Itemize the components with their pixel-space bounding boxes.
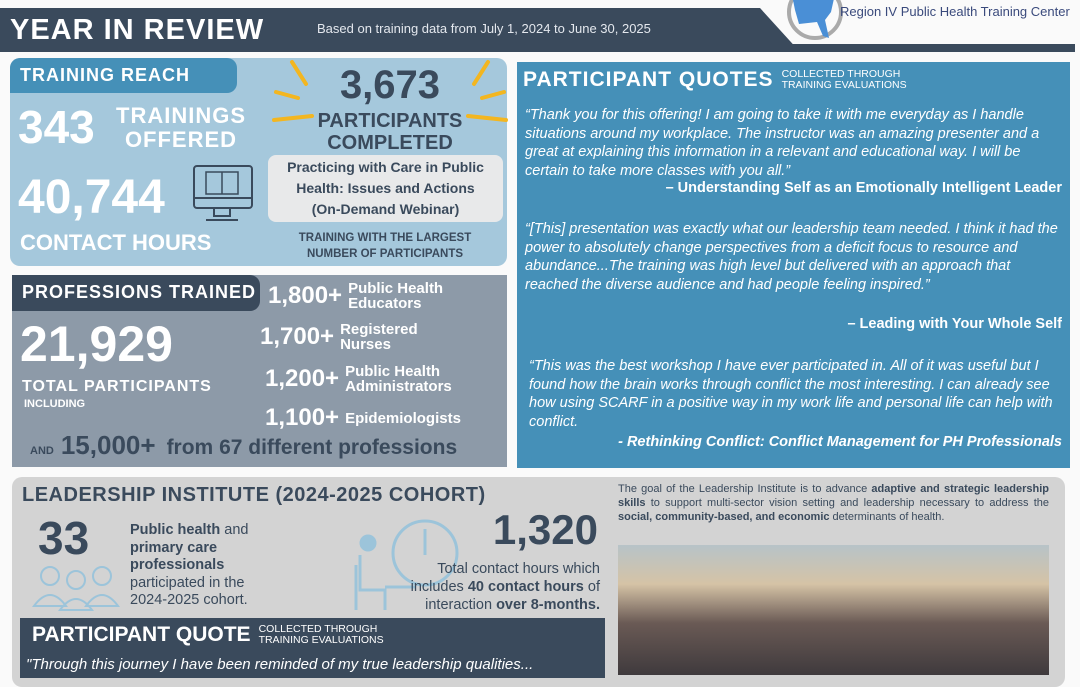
cohort-description: Public health and primary care professiona…: [130, 522, 249, 608]
leadership-goal: The goal of the Leadership Institute is …: [618, 483, 1049, 523]
org-name: Region IV Public Health Training Center: [840, 4, 1070, 19]
trainings-count: 343: [18, 101, 95, 153]
leadership-quote-text: "Through this journey I have been remind…: [26, 656, 534, 673]
profession-item: 1,700+ Registered Nurses: [260, 321, 418, 353]
participants-count: 3,673: [339, 63, 441, 107]
leadership-hours: 1,320: [492, 506, 598, 553]
professionals-icon: [32, 566, 120, 611]
quote-source: – Understanding Self as an Emotionally I…: [665, 180, 1062, 196]
training-reach-tab: TRAINING REACH: [10, 58, 237, 93]
leadership-hours-description: Total contact hours which includes 40 con…: [410, 561, 600, 613]
quote-source: - Rethinking Conflict: Conflict Manageme…: [618, 434, 1062, 450]
contact-hours-count: 40,744: [18, 171, 165, 224]
total-participants-label: TOTAL PARTICIPANTS: [22, 378, 212, 395]
burst-lines-icon: [272, 60, 508, 122]
header-rule: [760, 44, 1075, 52]
contact-hours-label: CONTACT HOURS: [20, 230, 212, 255]
professions-tab: PROFESSIONS TRAINED: [12, 275, 260, 311]
quote-text: “Thank you for this offering! I am going…: [525, 107, 1040, 179]
profession-item: 1,800+ Public Health Educators: [268, 280, 444, 312]
profession-item: 1,100+ Epidemiologists: [265, 404, 461, 431]
cohort-group-photo: [618, 545, 1049, 675]
quotes-title: PARTICIPANT QUOTES: [523, 68, 774, 91]
cohort-count: 33: [38, 512, 90, 564]
participants-label: PARTICIPANTS COMPLETED: [317, 110, 463, 154]
top-training-name: Practicing with Care in Public Health: Is…: [268, 155, 503, 222]
quote-source: – Leading with Your Whole Self: [847, 316, 1062, 332]
computer-book-icon: [193, 165, 253, 221]
participant-quotes-panel: PARTICIPANT QUOTES COLLECTED THROUGH TRAI…: [517, 62, 1070, 468]
other-professions: AND 15,000+ from 67 different professions: [30, 430, 458, 460]
clock-person-icon: [354, 519, 459, 610]
leadership-quote-box: PARTICIPANT QUOTE COLLECTED THROUGH TRAIN…: [20, 618, 605, 678]
page-subtitle: Based on training data from July 1, 2024…: [317, 21, 651, 36]
leadership-quote-header: PARTICIPANT QUOTE COLLECTED THROUGH TRAIN…: [32, 623, 384, 647]
header-bar: [0, 8, 800, 52]
including-label: INCLUDING: [24, 398, 86, 410]
quotes-note: COLLECTED THROUGH TRAINING EVALUATIONS: [781, 68, 907, 91]
region-map-logo-icon: [787, 0, 843, 40]
leadership-quote-note: COLLECTED THROUGH TRAINING EVALUATIONS: [258, 623, 384, 646]
total-participants: 21,929: [20, 316, 173, 372]
page-title: YEAR IN REVIEW: [10, 14, 265, 46]
quote-text: “This was the best workshop I have ever …: [529, 358, 1053, 430]
profession-item: 1,200+ Public Health Administrators: [265, 363, 452, 395]
top-training-label: TRAINING WITH THE LARGEST NUMBER OF PARTI…: [298, 232, 472, 260]
trainings-label: TRAININGS OFFERED: [116, 103, 246, 152]
quote-text: “[This] presentation was exactly what ou…: [525, 221, 1058, 293]
leadership-title: LEADERSHIP INSTITUTE (2024-2025 COHORT): [22, 484, 486, 506]
leadership-quote-title: PARTICIPANT QUOTE: [32, 623, 251, 646]
quotes-header: PARTICIPANT QUOTES COLLECTED THROUGH TRAI…: [523, 68, 907, 92]
